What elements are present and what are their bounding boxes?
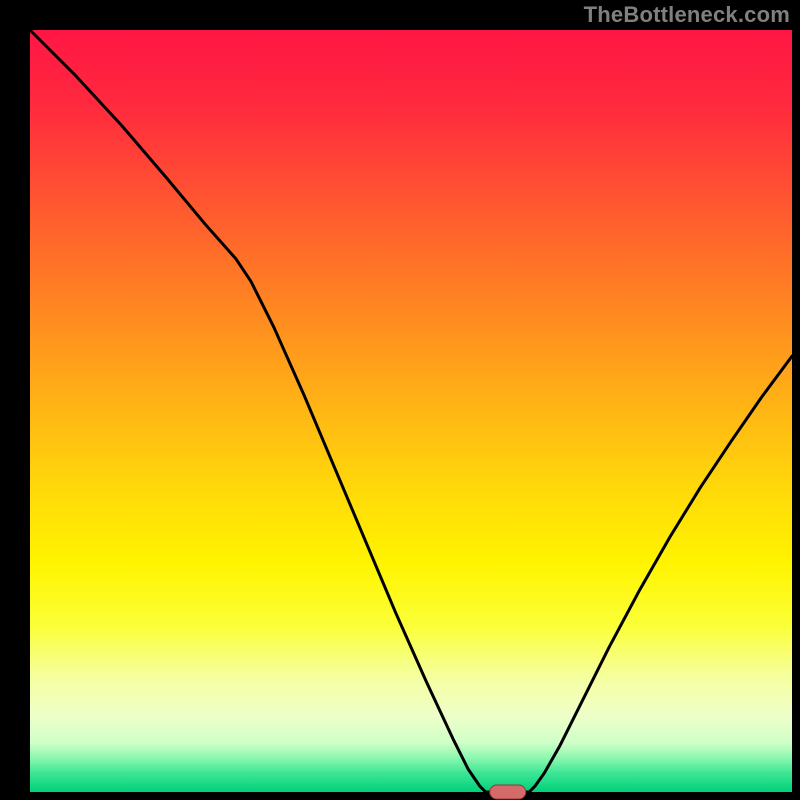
plot-background xyxy=(30,30,792,792)
watermark-text: TheBottleneck.com xyxy=(584,2,790,28)
optimal-marker xyxy=(490,785,526,799)
chart-container: TheBottleneck.com xyxy=(0,0,800,800)
bottleneck-chart xyxy=(0,0,800,800)
